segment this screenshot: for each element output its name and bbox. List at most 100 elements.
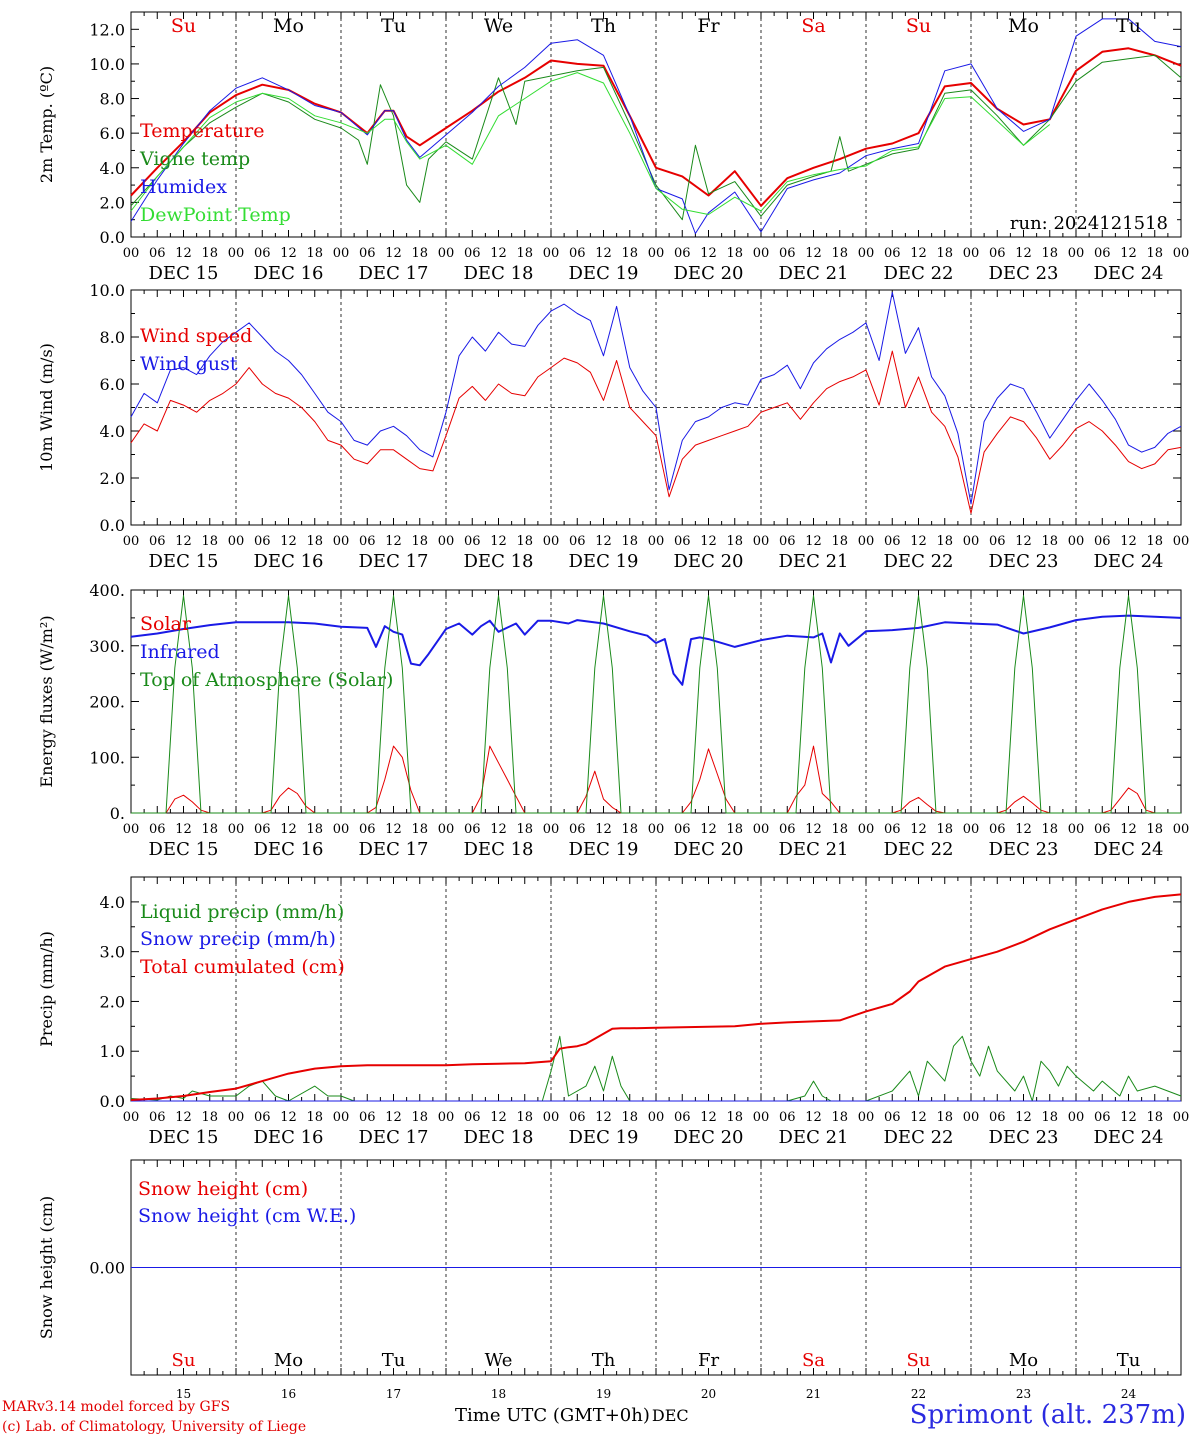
hour-tick-label: 06 [569, 1110, 586, 1125]
hour-tick-label: 06 [779, 1110, 796, 1125]
y-tick-label: 200. [89, 693, 125, 712]
hour-tick-label: 00 [858, 822, 875, 837]
hour-tick-label: 18 [1146, 246, 1163, 261]
date-label: DEC 21 [779, 263, 849, 284]
day-label: Th [592, 1350, 616, 1371]
hour-tick-label: 12 [385, 1110, 402, 1125]
hour-tick-label: 00 [1068, 246, 1085, 261]
date-label: DEC 24 [1094, 263, 1164, 284]
hour-tick-label: 06 [464, 246, 481, 261]
date-label: DEC 22 [884, 551, 954, 572]
hour-tick-label: 18 [411, 534, 428, 549]
hour-tick-label: 00 [858, 1110, 875, 1125]
hour-tick-label: 06 [149, 246, 166, 261]
hour-tick-label: 00 [648, 822, 665, 837]
date-label: DEC 15 [149, 839, 219, 860]
hour-tick-label: 06 [674, 822, 691, 837]
hour-tick-label: 00 [753, 246, 770, 261]
hour-tick-label: 00 [123, 822, 140, 837]
y-tick-label: 0.0 [100, 516, 125, 535]
hour-tick-label: 06 [359, 1110, 376, 1125]
day-label: Tu [1117, 1350, 1141, 1371]
date-label: DEC 17 [359, 263, 429, 284]
panel-temp: 0.0 2.0 4.0 6.0 8.0 10.0 12.0 2m Temp. (ºC) Temp… [37, 11, 1189, 284]
date-label: DEC 20 [674, 551, 744, 572]
hour-tick-label: 12 [700, 1110, 717, 1125]
day-number: 15 [176, 1387, 191, 1401]
hour-tick-label: 00 [438, 246, 455, 261]
hour-tick-label: 12 [1015, 822, 1032, 837]
date-label: DEC 22 [884, 1127, 954, 1148]
date-label: DEC 19 [569, 839, 639, 860]
day-label: We [485, 1350, 513, 1371]
y-tick-label: 4.0 [100, 422, 125, 441]
legend-entry: Total cumulated (cm) [140, 956, 345, 978]
series-top-of-atmosphere-solar- [131, 595, 1181, 814]
hour-tick-label: 00 [1173, 534, 1190, 549]
hour-tick-label: 00 [123, 1110, 140, 1125]
day-label: Fr [698, 1350, 719, 1371]
hour-tick-label: 18 [726, 534, 743, 549]
day-number: 21 [806, 1387, 821, 1401]
hour-tick-label: 12 [385, 534, 402, 549]
hour-tick-label: 18 [621, 534, 638, 549]
hour-tick-label: 06 [989, 1110, 1006, 1125]
hour-tick-label: 06 [359, 246, 376, 261]
hour-tick-label: 00 [648, 246, 665, 261]
day-label: Th [591, 15, 616, 37]
footer-time-label: Time UTC (GMT+0h) DEC [455, 1405, 689, 1426]
hour-tick-label: 12 [385, 822, 402, 837]
hour-tick-label: 06 [779, 246, 796, 261]
hour-tick-label: 06 [254, 1110, 271, 1125]
hour-tick-label: 00 [333, 1110, 350, 1125]
hour-tick-label: 18 [411, 246, 428, 261]
legend-entry: Snow height (cm) [138, 1178, 308, 1200]
hour-tick-label: 06 [884, 534, 901, 549]
hour-tick-label: 12 [490, 822, 507, 837]
hour-tick-label: 12 [700, 246, 717, 261]
hour-tick-label: 18 [1146, 534, 1163, 549]
hour-tick-label: 00 [228, 822, 245, 837]
hour-tick-label: 12 [1120, 246, 1137, 261]
hour-tick-label: 00 [753, 1110, 770, 1125]
hour-tick-label: 12 [700, 534, 717, 549]
day-number: 18 [491, 1387, 506, 1401]
hour-tick-label: 18 [516, 534, 533, 549]
hour-tick-label: 06 [464, 822, 481, 837]
date-label: DEC 18 [464, 839, 534, 860]
hour-tick-label: 00 [123, 246, 140, 261]
day-label: Su [907, 1350, 931, 1371]
hour-tick-label: 00 [1068, 1110, 1085, 1125]
y-tick-label: 0.0 [100, 228, 125, 247]
hour-tick-label: 12 [595, 1110, 612, 1125]
y-tick-label: 12.0 [89, 20, 125, 39]
hour-tick-label: 00 [858, 246, 875, 261]
series-total-cumulated-cm- [130, 893, 1182, 1101]
date-label: DEC 16 [254, 1127, 324, 1148]
date-label: DEC 21 [779, 551, 849, 572]
hour-tick-label: 12 [175, 246, 192, 261]
hour-tick-label: 00 [648, 1110, 665, 1125]
hour-tick-label: 18 [1041, 534, 1058, 549]
y-tick-label: 2.0 [100, 992, 125, 1011]
y-tick-label: 0.0 [100, 1092, 125, 1111]
hour-tick-label: 06 [779, 822, 796, 837]
series-wind-speed [130, 350, 1182, 514]
hour-tick-label: 12 [595, 822, 612, 837]
hour-tick-label: 00 [753, 534, 770, 549]
day-label: Mo [1008, 15, 1039, 37]
date-label: DEC 15 [149, 551, 219, 572]
hour-tick-label: 06 [464, 534, 481, 549]
hour-tick-label: 18 [936, 534, 953, 549]
hour-tick-label: 00 [228, 1110, 245, 1125]
hour-tick-label: 12 [805, 1110, 822, 1125]
date-label: DEC 22 [884, 839, 954, 860]
legend-entry: Temperature [140, 120, 264, 142]
hour-tick-label: 12 [595, 534, 612, 549]
date-label: DEC 23 [989, 263, 1059, 284]
hour-tick-label: 06 [254, 246, 271, 261]
hour-tick-label: 06 [359, 822, 376, 837]
day-number: 23 [1016, 1387, 1031, 1401]
hour-tick-label: 12 [280, 534, 297, 549]
